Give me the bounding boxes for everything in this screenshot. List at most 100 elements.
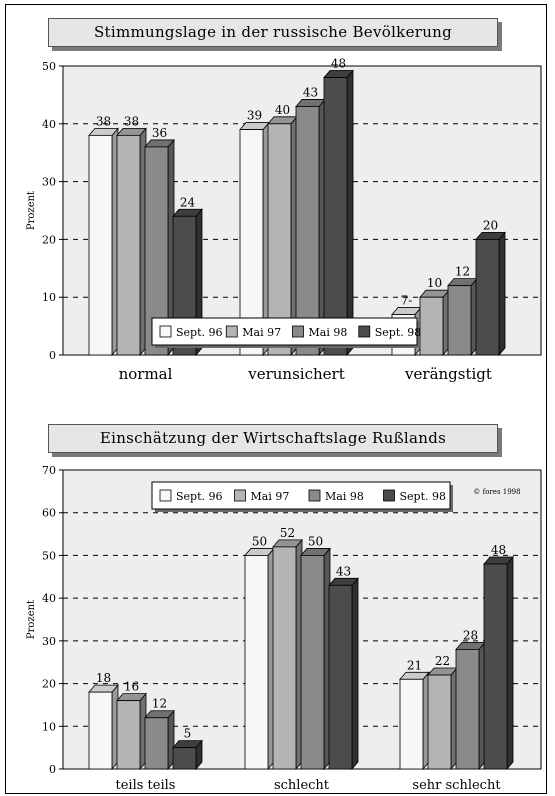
chart2-data-label: 18	[96, 671, 111, 685]
bar-front-face	[272, 546, 297, 770]
chart2-data-label: 28	[463, 628, 478, 642]
chart1-ytick-label: 10	[42, 291, 56, 304]
chart2-data-label: 5	[184, 727, 192, 741]
chart2-y-axis-label: Prozent	[26, 600, 37, 639]
chart2-data-label: 50	[252, 534, 267, 548]
legend-box	[151, 481, 451, 510]
bar-side-face	[506, 555, 514, 771]
bar-front-face	[144, 717, 169, 770]
chart2-data-label: 43	[336, 564, 351, 578]
legend-entry: Sept. 96	[176, 326, 223, 339]
legend-swatch	[159, 489, 172, 502]
chart1-bar	[419, 289, 450, 357]
chart2-data-label: 12	[152, 697, 167, 711]
chart1-category-label: verängstigt	[404, 365, 492, 383]
bar-side-face	[346, 69, 354, 357]
bar-front-face	[239, 129, 264, 356]
chart1-legend: Sept. 96 Mai 97 Mai 98 Sept. 98	[151, 317, 422, 348]
chart2-bar	[455, 641, 486, 771]
chart1-ytick-label: 20	[42, 233, 56, 246]
legend-swatch	[225, 325, 238, 338]
chart2-data-label: 48	[491, 543, 506, 557]
bar-front-face	[328, 584, 353, 770]
chart1-data-label: 40	[275, 103, 290, 117]
chart2-bar	[427, 666, 458, 771]
chart1-data-label: 10	[427, 276, 442, 290]
bar-front-face	[399, 678, 424, 770]
chart1-data-label: 38	[124, 114, 139, 128]
chart1-ytick-label: 30	[42, 176, 56, 189]
legend-swatch	[292, 325, 304, 338]
chart1-category-label: normal	[119, 365, 173, 383]
chart1-category-label: verunsichert	[247, 365, 344, 383]
chart1-bar	[239, 121, 270, 357]
chart1-data-label: 24	[180, 195, 196, 209]
bar-front-face	[323, 77, 348, 356]
chart2-bar	[483, 555, 514, 771]
chart1-ytick-label: 50	[42, 60, 56, 73]
bar-front-face	[419, 296, 444, 356]
chart1-ytick-label: 0	[49, 349, 56, 362]
chart2-ytick-label: 30	[42, 635, 56, 648]
chart2-ytick-label: 10	[42, 720, 56, 733]
chart2-bar	[144, 709, 175, 771]
bar-front-face	[116, 700, 141, 770]
legend-box	[151, 317, 418, 346]
bar-side-face	[498, 231, 506, 357]
bar-front-face	[427, 674, 452, 770]
chart1-bar	[475, 231, 506, 357]
chart1-bar	[295, 98, 326, 357]
bar-front-face	[447, 285, 472, 356]
chart2-legend: Sept. 96 Mai 97 Mai 98 Sept. 98	[151, 481, 453, 512]
chart1-data-label: 7-	[401, 294, 413, 308]
legend-swatch	[234, 489, 246, 502]
chart2-bar	[272, 538, 303, 771]
chart1-title: Stimmungslage in der russische Bevölkeru…	[48, 18, 498, 47]
bar-front-face	[116, 134, 141, 356]
legend-entry: Sept. 98	[375, 326, 422, 339]
chart1-data-label: 43	[303, 85, 318, 99]
chart2-category-label: sehr schlecht	[412, 778, 501, 793]
chart1-bar	[323, 69, 354, 357]
chart2-bar	[116, 692, 147, 771]
chart2-ytick-label: 60	[42, 507, 56, 520]
bar-front-face	[295, 106, 320, 356]
chart2-category-label: schlecht	[274, 778, 330, 793]
chart1-ytick-label: 40	[42, 118, 56, 131]
chart1-data-label: 39	[247, 109, 262, 123]
chart1-y-axis-label: Prozent	[26, 191, 37, 230]
chart1-bar	[447, 277, 478, 357]
chart2-data-label: 52	[280, 526, 295, 540]
legend-entry: Sept. 96	[176, 490, 223, 503]
chart2-category-label: teils teils	[116, 778, 176, 793]
chart1-bar	[116, 127, 147, 357]
chart2-data-label: 16	[124, 680, 139, 694]
bar-front-face	[455, 649, 480, 770]
bar-front-face	[475, 238, 500, 356]
chart2-ytick-label: 50	[42, 549, 56, 562]
chart2-data-label: 21	[407, 658, 422, 672]
chart2-data-label: 22	[435, 654, 450, 668]
legend-entry: Mai 97	[242, 326, 281, 339]
legend-entry: Mai 98	[309, 326, 348, 339]
legend-entry: Mai 98	[325, 490, 364, 503]
chart2-bar	[300, 547, 331, 771]
chart1-data-label: 38	[96, 114, 111, 128]
chart2-ytick-label: 20	[42, 678, 56, 691]
bar-front-face	[88, 691, 113, 770]
chart2-bar	[244, 547, 275, 771]
chart1-data-label: 12	[455, 265, 470, 279]
chart2-ytick-label: 40	[42, 592, 56, 605]
legend-swatch	[383, 489, 395, 502]
legend-swatch	[358, 325, 371, 338]
chart2-ytick-label: 0	[49, 763, 56, 776]
legend-swatch	[308, 489, 321, 502]
bar-side-face	[351, 577, 359, 771]
chart2-copyright: © fores 1998	[473, 488, 520, 496]
chart1-data-label: 36	[152, 126, 167, 140]
chart1-data-label: 48	[331, 57, 346, 71]
chart2-data-label: 50	[308, 534, 323, 548]
bar-front-face	[172, 747, 197, 770]
chart1-bar	[144, 138, 175, 357]
